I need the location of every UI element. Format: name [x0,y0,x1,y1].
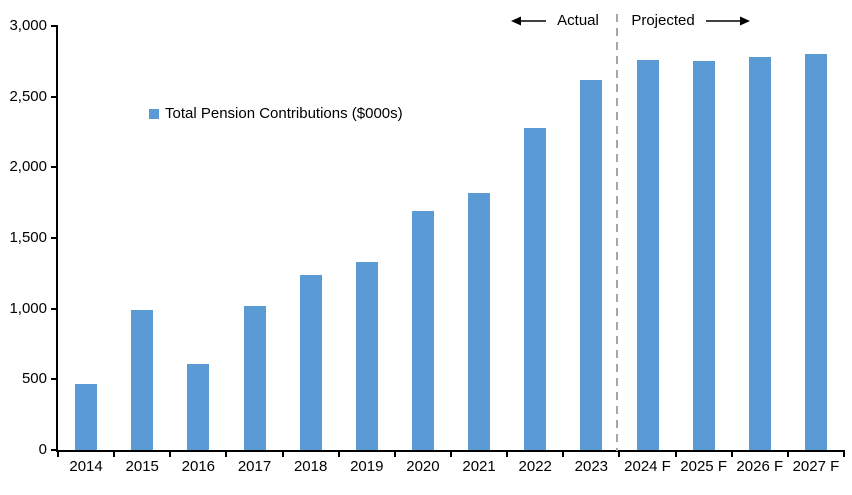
y-tick-mark [51,166,58,169]
x-tick-label: 2020 [406,458,440,475]
x-tick-label: 2022 [518,458,552,475]
bar-2021 [468,192,491,450]
y-tick-label: 2,000 [9,158,47,176]
x-tick-label: 2023 [574,458,609,475]
bar-2027-f [804,54,827,450]
x-tick-mark [281,450,284,457]
x-tick-label: 2021 [462,458,496,475]
x-tick-mark [337,450,340,457]
bar-2019 [355,262,378,450]
y-tick-label: 500 [21,370,47,388]
actual-label: Actual [557,12,599,29]
y-tick-mark [51,378,58,381]
x-tick-mark [843,450,845,457]
x-tick-label: 2018 [293,458,328,475]
bar-2023 [580,79,603,450]
bar-2015 [131,310,154,450]
arrow-right-icon [706,16,750,26]
bar-2014 [75,383,98,450]
x-tick-label: 2026 F [736,458,784,475]
legend-swatch-icon [149,108,159,119]
x-tick-label: 2024 F [624,458,671,475]
bar-2017 [243,305,266,450]
x-tick-label: 2014 [69,458,103,475]
x-tick-mark [169,450,172,457]
x-tick-mark [562,450,565,457]
y-tick-mark [51,25,58,27]
x-tick-mark [57,450,59,457]
y-tick-label: 0 [38,441,47,458]
x-tick-label: 2016 [181,458,216,475]
legend: Total Pension Contributions ($000s) [149,105,403,122]
bar-2026-f [748,57,771,450]
y-tick-mark [51,95,58,98]
x-tick-mark [393,450,396,457]
x-tick-mark [674,450,677,457]
x-tick-mark [225,450,228,457]
bar-2024-f [636,59,659,450]
legend-label: Total Pension Contributions ($000s) [165,105,403,122]
actual-projected-divider-line [616,14,618,451]
x-tick-mark [450,450,452,457]
y-tick-label: 2,500 [9,87,47,105]
x-tick-mark [506,450,509,457]
bar-2020 [411,211,434,450]
bar-2018 [299,274,322,450]
y-tick-label: 1,000 [9,299,47,317]
x-tick-mark [730,450,733,457]
x-tick-mark [618,450,621,457]
x-tick-label: 2025 F [680,458,727,475]
x-tick-label: 2019 [350,458,384,475]
x-tick-label: 2015 [125,458,159,475]
x-tick-mark [113,450,116,457]
x-tick-label: 2027 F [792,458,840,475]
bar-2016 [187,363,210,450]
bar-2025-f [692,61,715,450]
x-tick-mark [786,450,789,457]
y-tick-mark [51,449,58,451]
y-tick-mark [51,237,58,239]
y-tick-mark [51,307,58,310]
bar-2022 [524,127,547,450]
projected-label: Projected [631,12,695,29]
x-tick-label: 2017 [237,458,272,475]
y-tick-label: 1,500 [9,229,47,246]
arrow-left-icon [511,16,546,26]
y-tick-label: 3,000 [9,17,47,34]
